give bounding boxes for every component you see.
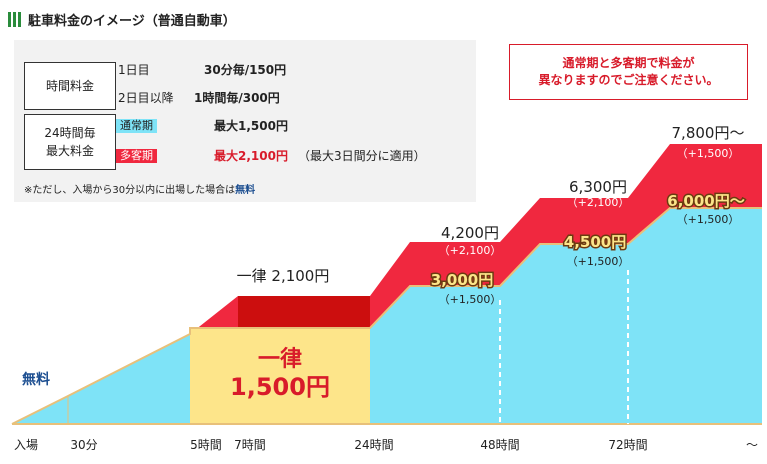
max-rate-box: 24時間毎 最大料金 <box>24 114 116 170</box>
title-bars-icon <box>8 12 22 27</box>
hourly-rate-label: 時間料金 <box>45 79 94 93</box>
x-tick-labels: 入場 30分 5時間 7時間 24時間 48時間 72時間 ～ <box>14 438 758 452</box>
busy-period-value: 最大2,100円 <box>214 149 288 163</box>
x-tick-label: ～ <box>746 438 758 452</box>
x-tick-label: 72時間 <box>608 438 647 452</box>
busy-max-label: 7,800円～ <box>672 124 745 142</box>
normal-outline <box>11 207 762 425</box>
normal-max-add: （+1,500） <box>677 213 740 226</box>
day2-value: 1時間毎/300円 <box>194 91 280 105</box>
busy-period-note: （最大3日間分に適用） <box>298 149 426 163</box>
normal-period-tag: 通常期 <box>116 119 157 133</box>
flat-busy-label: 一律 2,100円 <box>237 267 330 285</box>
normal-72-label: 4,500円 <box>564 233 626 251</box>
max-rate-label-2: 最大料金 <box>45 144 94 158</box>
busy-max-add: （+1,500） <box>677 147 740 160</box>
hourly-rate-box: 時間料金 <box>24 62 116 110</box>
x-tick-label: 7時間 <box>234 438 266 452</box>
footnote-free: 無料 <box>235 185 256 196</box>
notice-box: 通常期と多客期で料金が 異なりますのでご注意ください。 <box>509 44 748 100</box>
busy-48-add: （+2,100） <box>439 244 502 257</box>
busy-72-label: 6,300円 <box>569 178 627 196</box>
busy-period-tag: 多客期 <box>116 149 157 163</box>
busy-72-add: （+2,100） <box>567 196 630 209</box>
flat-normal-label-2: 1,500円 <box>230 373 330 401</box>
footnote-prefix: ※ただし、入場から30分以内に出場した場合は <box>24 185 236 196</box>
x-tick-label: 5時間 <box>190 438 222 452</box>
notice-line-1: 通常期と多客期で料金が <box>562 56 695 70</box>
normal-72-add: （+1,500） <box>567 255 630 268</box>
x-tick-label: 24時間 <box>354 438 393 452</box>
max-rate-label-1: 24時間毎 <box>44 126 96 140</box>
x-tick-label: 30分 <box>70 438 97 452</box>
footnote: ※ただし、入場から30分以内に出場した場合は無料 <box>24 181 255 196</box>
normal-max-label: 6,000円～ <box>667 192 744 210</box>
notice-line-2: 異なりますのでご注意ください。 <box>538 73 719 87</box>
x-tick-label: 48時間 <box>480 438 519 452</box>
day1-label: 1日目 <box>118 63 150 77</box>
free-label: 無料 <box>22 371 50 388</box>
rate-panel: 時間料金 24時間毎 最大料金 1日目 30分毎/150円 2日目以降 1時間毎… <box>14 40 476 202</box>
normal-flat-block <box>190 328 370 424</box>
x-tick-label: 入場 <box>14 438 38 452</box>
day1-value: 30分毎/150円 <box>204 63 287 77</box>
day2-label: 2日目以降 <box>118 91 174 105</box>
page-title-text: 駐車料金のイメージ（普通自動車） <box>28 14 236 29</box>
normal-48-label: 3,000円 <box>431 271 493 289</box>
normal-period-value: 最大1,500円 <box>214 119 288 133</box>
normal-area-2 <box>370 208 762 424</box>
busy-48-label: 4,200円 <box>441 224 499 242</box>
normal-area <box>12 334 190 424</box>
normal-48-add: （+1,500） <box>439 293 502 306</box>
page-title: 駐車料金のイメージ（普通自動車） <box>8 10 236 29</box>
busy-flat-band <box>238 296 370 328</box>
flat-normal-label-1: 一律 <box>258 346 302 372</box>
